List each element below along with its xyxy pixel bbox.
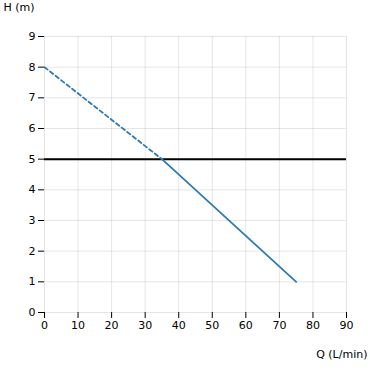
svg-text:0: 0 xyxy=(29,306,36,319)
svg-text:0: 0 xyxy=(41,319,48,332)
svg-text:40: 40 xyxy=(172,319,186,332)
svg-text:70: 70 xyxy=(272,319,286,332)
svg-text:4: 4 xyxy=(29,183,36,196)
svg-text:5: 5 xyxy=(29,153,36,166)
svg-text:90: 90 xyxy=(340,319,354,332)
svg-text:3: 3 xyxy=(29,214,36,227)
svg-text:10: 10 xyxy=(71,319,85,332)
svg-text:7: 7 xyxy=(29,91,36,104)
svg-text:6: 6 xyxy=(29,122,36,135)
svg-text:8: 8 xyxy=(29,61,36,74)
svg-text:60: 60 xyxy=(239,319,253,332)
svg-text:50: 50 xyxy=(205,319,219,332)
svg-text:9: 9 xyxy=(29,30,36,43)
svg-text:80: 80 xyxy=(306,319,320,332)
svg-text:20: 20 xyxy=(105,319,119,332)
svg-text:H (m): H (m) xyxy=(4,1,35,14)
svg-text:30: 30 xyxy=(138,319,152,332)
svg-text:Q (L/min): Q (L/min) xyxy=(316,348,367,361)
svg-text:1: 1 xyxy=(29,275,36,288)
svg-text:2: 2 xyxy=(29,245,36,258)
